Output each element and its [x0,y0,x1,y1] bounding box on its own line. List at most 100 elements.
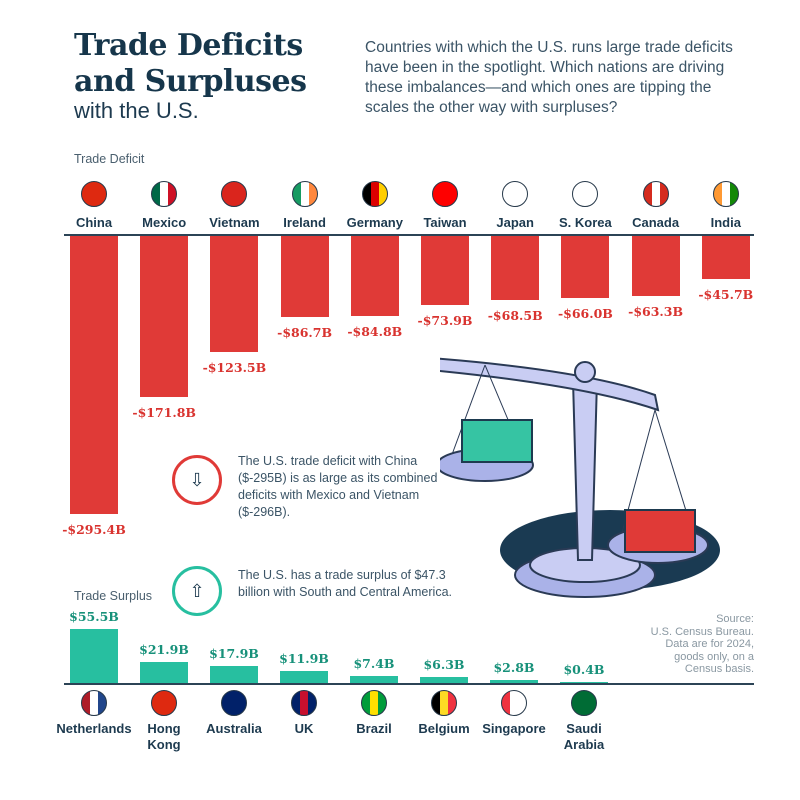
country-name: S. Korea [559,215,612,230]
deficit-value-label: -$171.8B [132,405,196,421]
country-name: Taiwan [423,215,467,230]
flag-hong-kong-icon [151,690,177,716]
surplus-bar-australia [210,665,258,683]
country-name: Ireland [283,215,326,230]
country-name: Canada [632,215,680,230]
flag-mexico-icon [151,181,178,207]
flag-australia-icon [221,690,247,716]
country-name-line: Hong [147,721,181,736]
deficit-value-label: -$73.9B [417,313,473,329]
surplus-value-label: $7.4B [353,655,395,671]
americas-note: The U.S. has a trade surplus of $47.3 bi… [238,568,453,599]
source-line: U.S. Census Bureau. [650,625,754,638]
flag-taiwan-icon [432,181,458,207]
country-name-line: Netherlands [56,721,132,736]
country-name: Belgium [404,721,484,737]
surplus-bar-singapore [490,680,538,683]
surplus-bar-netherlands [70,629,118,683]
flag-china-icon [81,181,107,207]
country-name-line: Australia [206,721,262,736]
deficit-bar-china [70,236,118,514]
surplus-value-label: $6.3B [423,656,465,672]
deficit-value-label: -$86.7B [277,325,333,341]
country-name: China [75,215,113,230]
flag-singapore-icon [501,690,527,716]
container-up-icon: ⇧ [172,566,222,616]
container-down-icon: ⇩ [172,455,222,505]
deficit-value-label: -$123.5B [202,360,267,376]
deficit-value-label: -$84.8B [347,323,403,339]
deficit-value-label: -$66.0B [557,306,613,322]
green-container [461,419,533,463]
title-line-2: and Surpluses [74,64,307,99]
source-line: Census basis. [684,663,754,675]
surplus-value-label: $0.4B [563,661,605,677]
deficit-value-label: -$63.3B [628,303,684,319]
surplus-value-label: $21.9B [139,641,189,657]
surplus-value-label: $55.5B [69,609,119,625]
deficit-bar-india [701,236,750,279]
deficit-bar-mexico [140,236,189,398]
country-name-line: Saudi [566,721,602,736]
surplus-bar-hong-kong [140,661,188,683]
surplus-value-label: $11.9B [279,651,329,667]
red-container [624,509,696,553]
source-line: Source: [716,613,754,625]
deficit-baseline [64,234,754,236]
subtitle: with the U.S. [74,98,199,123]
flag-germany-icon [361,181,388,207]
country-name: Netherlands [54,721,134,737]
deficit-bar-s-korea [561,236,610,299]
china-note: The U.S. trade deficit with China ($-295… [238,454,438,519]
surplus-value-label: $2.8B [493,660,535,676]
flag-netherlands-icon [81,690,107,716]
country-name: Australia [194,721,274,737]
flag-india-icon [712,181,739,207]
country-name-line: Brazil [356,721,392,736]
title-line-1: Trade Deficits [74,28,303,63]
country-name-line: Belgium [418,721,470,736]
country-name: Japan [496,215,534,230]
deficit-bar-germany [350,236,399,316]
deficit-bar-japan [491,236,540,301]
country-name-line: Arabia [563,737,605,752]
country-name: Mexico [142,215,187,230]
deficit-bar-taiwan [421,236,469,306]
surplus-bar-belgium [420,676,468,683]
flag-canada-icon [642,181,669,207]
surplus-baseline [64,683,754,685]
deficit-value-label: -$295.4B [62,521,126,537]
country-name: Germany [346,215,403,230]
country-name: Hong Kong [124,721,204,753]
surplus-bar-brazil [350,675,398,683]
flag-brazil-icon [361,690,387,716]
country-name: Vietnam [209,215,260,230]
flag-saudi-arabia-icon [571,690,597,716]
flag-japan-icon [502,181,529,207]
country-name-line: Singapore [482,721,546,736]
flag-uk-icon [291,690,317,716]
flag-s-korea-icon [572,181,599,207]
surplus-section-label: Trade Surplus [74,589,153,603]
source-line: goods only, on a [674,650,754,663]
surplus-bar-uk [280,671,328,683]
flag-belgium-icon [431,690,457,716]
deficit-bar-ireland [280,236,329,318]
deficit-section-label: Trade Deficit [74,152,145,166]
intro-text: Countries with which the U.S. runs large… [365,39,733,116]
flag-ireland-icon [291,181,318,207]
surplus-value-label: $17.9B [209,645,259,661]
flag-vietnam-icon [221,181,248,207]
country-name-line: Kong [147,737,181,752]
country-name: UK [264,721,344,737]
deficit-value-label: -$45.7B [698,286,754,302]
deficit-bar-canada [631,236,680,296]
country-name: Brazil [334,721,414,737]
country-name: Saudi Arabia [544,721,624,753]
country-name: Singapore [474,721,554,737]
balance-scale-illustration [440,357,720,598]
deficit-bar-vietnam [210,236,259,353]
country-name-line: UK [294,721,314,736]
surplus-bar-saudi-arabia [560,681,608,683]
